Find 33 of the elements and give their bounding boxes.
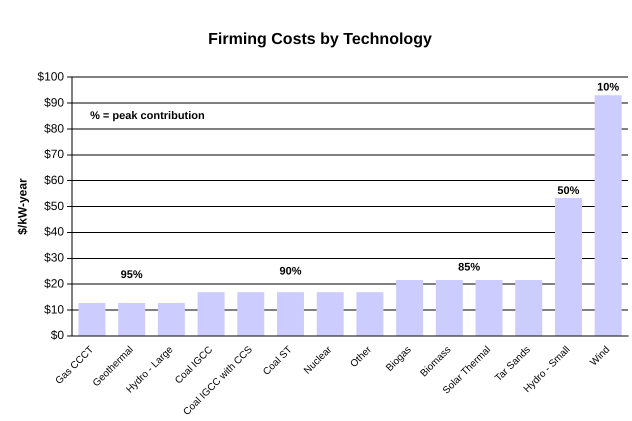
bar <box>118 303 146 336</box>
annotation: 50% <box>557 185 580 198</box>
annotation: 95% <box>120 269 143 282</box>
bar <box>554 198 582 336</box>
y-tick-label: $20 <box>44 276 64 290</box>
annotation: 90% <box>279 265 302 278</box>
bar <box>198 292 225 336</box>
y-tick-label: $40 <box>44 224 64 239</box>
bar <box>316 292 344 336</box>
bar <box>237 292 264 336</box>
y-tick-label: $80 <box>44 121 64 136</box>
y-tick-label: $100 <box>37 70 64 84</box>
y-tick-label: $10 <box>44 302 64 316</box>
bar <box>276 292 304 336</box>
y-tick-label: $0 <box>50 328 64 342</box>
annotation: 85% <box>458 261 480 274</box>
chart-title: Firming Costs by Technology <box>208 31 432 48</box>
annotation: 10% <box>597 82 620 94</box>
bar <box>78 303 106 336</box>
bar <box>515 280 542 336</box>
y-tick-label: $60 <box>44 172 64 187</box>
y-tick-label: $50 <box>44 198 64 213</box>
bar <box>356 292 384 336</box>
bar <box>436 280 463 336</box>
bar <box>396 280 424 336</box>
y-tick-label: $30 <box>44 250 64 265</box>
y-tick-label: $70 <box>44 147 64 162</box>
y-axis-title: $/kW-year <box>16 178 30 235</box>
y-tick-label: $90 <box>44 95 64 110</box>
bar <box>158 303 185 336</box>
bar <box>594 95 622 336</box>
annotation: % = peak contribution <box>90 110 205 122</box>
bar <box>476 280 503 336</box>
